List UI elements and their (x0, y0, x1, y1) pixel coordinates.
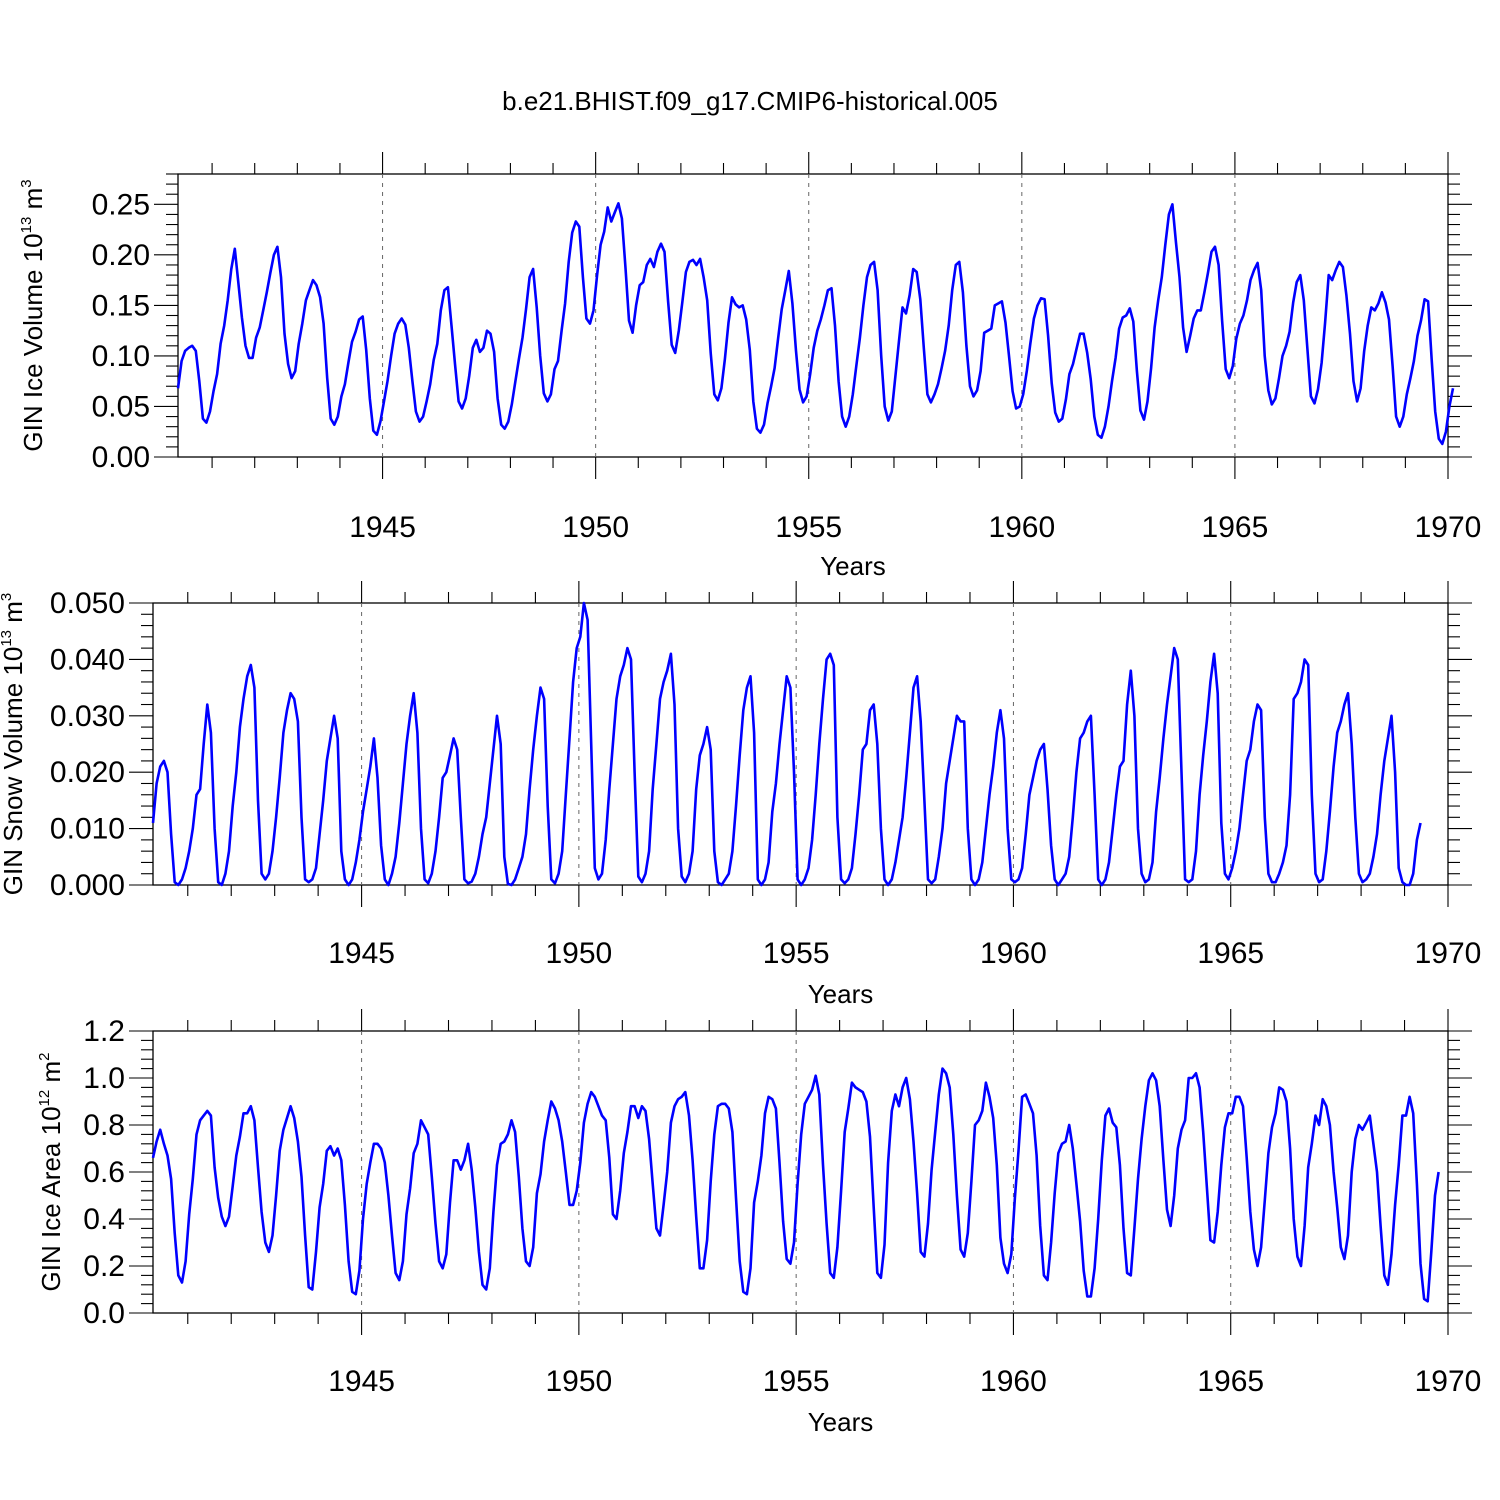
x-axis-label: Years (820, 551, 886, 581)
y-axis-label-exponent: 3 (18, 179, 35, 187)
figure-title: b.e21.BHIST.f09_g17.CMIP6-historical.005 (502, 86, 998, 116)
x-tick-label: 1950 (562, 511, 629, 544)
y-tick-label: 0.020 (50, 756, 125, 789)
y-axis-label-text: GIN Snow Volume 10 (0, 647, 28, 896)
y-tick-label: 0.00 (92, 441, 150, 474)
x-tick-label: 1945 (349, 511, 416, 544)
x-tick-label: 1965 (1202, 511, 1269, 544)
plot-frame (152, 1030, 1449, 1314)
series-line (151, 601, 1422, 887)
y-axis-label-text: m (0, 601, 28, 630)
y-axis-label-exponent: 3 (0, 593, 15, 601)
y-axis-label-exponent: 2 (36, 1053, 53, 1061)
y-tick-label: 0.000 (50, 869, 125, 902)
x-tick-label: 1965 (1197, 937, 1264, 970)
y-tick-label: 0.6 (83, 1156, 125, 1189)
x-tick-label: 1960 (980, 937, 1047, 970)
x-tick-label: 1945 (328, 1365, 395, 1398)
y-axis-label: GIN Ice Volume 1013 m3 (18, 179, 48, 451)
y-tick-label: 1.2 (83, 1015, 125, 1048)
chart-panel-1: 1945 1950 1955 1960 1965 1970 0.00 0.05 0.10 0.15… (18, 152, 1481, 581)
y-tick-label: 0.20 (92, 239, 150, 272)
x-axis-label: Years (808, 1407, 874, 1437)
y-tick-label: 0.0 (83, 1297, 125, 1330)
y-axis-label-exponent: 12 (36, 1090, 53, 1107)
x-tick-label: 1970 (1415, 511, 1482, 544)
series-line (151, 1067, 1440, 1303)
x-tick-label: 1945 (328, 937, 395, 970)
y-tick-label: 0.030 (50, 700, 125, 733)
y-axis-label-text: m (36, 1061, 66, 1090)
x-tick-label: 1960 (980, 1365, 1047, 1398)
y-tick-label: 0.4 (83, 1203, 125, 1236)
y-tick-label: 1.0 (83, 1062, 125, 1095)
plot-frame (177, 173, 1449, 458)
y-axis-label-exponent: 13 (18, 217, 35, 234)
y-axis-label-text: GIN Ice Volume 10 (18, 233, 48, 451)
y-axis-label-text: m (18, 188, 48, 217)
y-axis-label: GIN Snow Volume 1013 m3 (0, 593, 28, 896)
series-line (176, 202, 1455, 446)
x-tick-label: 1950 (545, 937, 612, 970)
x-tick-label: 1955 (775, 511, 842, 544)
y-tick-label: 0.10 (92, 340, 150, 373)
y-tick-label: 0.010 (50, 813, 125, 846)
y-tick-label: 0.2 (83, 1250, 125, 1283)
x-tick-label: 1955 (763, 1365, 830, 1398)
y-tick-label: 0.25 (92, 188, 150, 221)
y-tick-label: 0.040 (50, 643, 125, 676)
y-tick-label: 0.050 (50, 587, 125, 620)
y-axis-label-exponent: 13 (0, 630, 15, 647)
x-tick-label: 1970 (1415, 937, 1482, 970)
x-tick-label: 1965 (1197, 1365, 1264, 1398)
y-axis-label: GIN Ice Area 1012 m2 (36, 1053, 66, 1292)
y-tick-label: 0.15 (92, 289, 150, 322)
x-tick-label: 1960 (988, 511, 1055, 544)
plots-container: 1945 1950 1955 1960 1965 1970 0.00 0.05 0.10 0.15… (0, 152, 1481, 1437)
y-tick-label: 0.8 (83, 1109, 125, 1142)
x-axis-label: Years (808, 979, 874, 1009)
chart-panel-2: 1945 1950 1955 1960 1965 1970 0.000 0.010 0.020 0… (0, 581, 1481, 1009)
plot-frame (152, 602, 1449, 886)
x-tick-label: 1955 (763, 937, 830, 970)
x-tick-label: 1950 (545, 1365, 612, 1398)
chart-panel-3: 1945 1950 1955 1960 1965 1970 0.0 0.2 0.4 0.6 0.8 1… (36, 1009, 1481, 1437)
y-tick-label: 0.05 (92, 390, 150, 423)
y-axis-label-text: GIN Ice Area 10 (36, 1106, 66, 1291)
x-tick-label: 1970 (1415, 1365, 1482, 1398)
